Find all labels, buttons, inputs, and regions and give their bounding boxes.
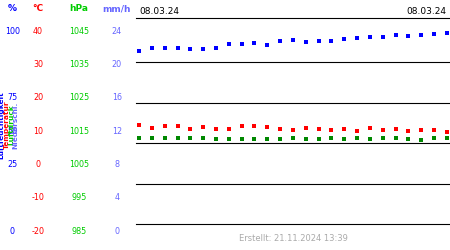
Text: 20: 20 (112, 60, 122, 69)
Text: 985: 985 (71, 227, 86, 236)
Text: Niederschl.: Niederschl. (13, 101, 18, 149)
Text: 08.03.24: 08.03.24 (139, 7, 179, 16)
Text: Luftfeuchtigkeit: Luftfeuchtigkeit (0, 91, 4, 159)
Text: 4: 4 (114, 194, 119, 202)
Text: 995: 995 (71, 194, 86, 202)
Text: 1045: 1045 (69, 27, 89, 36)
Text: 1005: 1005 (69, 160, 89, 169)
Text: Luftdruck: Luftdruck (8, 104, 14, 146)
Text: 100: 100 (5, 27, 20, 36)
Text: 0: 0 (36, 160, 40, 169)
Text: 10: 10 (33, 127, 43, 136)
Text: -20: -20 (32, 227, 45, 236)
Text: 1015: 1015 (69, 127, 89, 136)
Text: 08.03.24: 08.03.24 (407, 7, 447, 16)
Text: mm/h: mm/h (103, 4, 131, 13)
Text: 1025: 1025 (69, 94, 89, 102)
Text: 24: 24 (112, 27, 122, 36)
Text: 20: 20 (33, 94, 43, 102)
Text: -10: -10 (32, 194, 45, 202)
Text: °C: °C (32, 4, 44, 13)
Text: 1035: 1035 (69, 60, 89, 69)
Text: 12: 12 (112, 127, 122, 136)
Text: 50: 50 (7, 127, 17, 136)
Text: 0: 0 (10, 227, 15, 236)
Text: hPa: hPa (69, 4, 88, 13)
Text: 0: 0 (114, 227, 119, 236)
Text: 75: 75 (7, 94, 18, 102)
Text: Erstellt: 21.11.2024 13:39: Erstellt: 21.11.2024 13:39 (238, 234, 347, 243)
Text: Temperatur: Temperatur (4, 101, 9, 149)
Text: 8: 8 (114, 160, 119, 169)
Text: 16: 16 (112, 94, 122, 102)
Text: 30: 30 (33, 60, 43, 69)
Text: %: % (8, 4, 17, 13)
Text: 40: 40 (33, 27, 43, 36)
Text: 25: 25 (7, 160, 18, 169)
